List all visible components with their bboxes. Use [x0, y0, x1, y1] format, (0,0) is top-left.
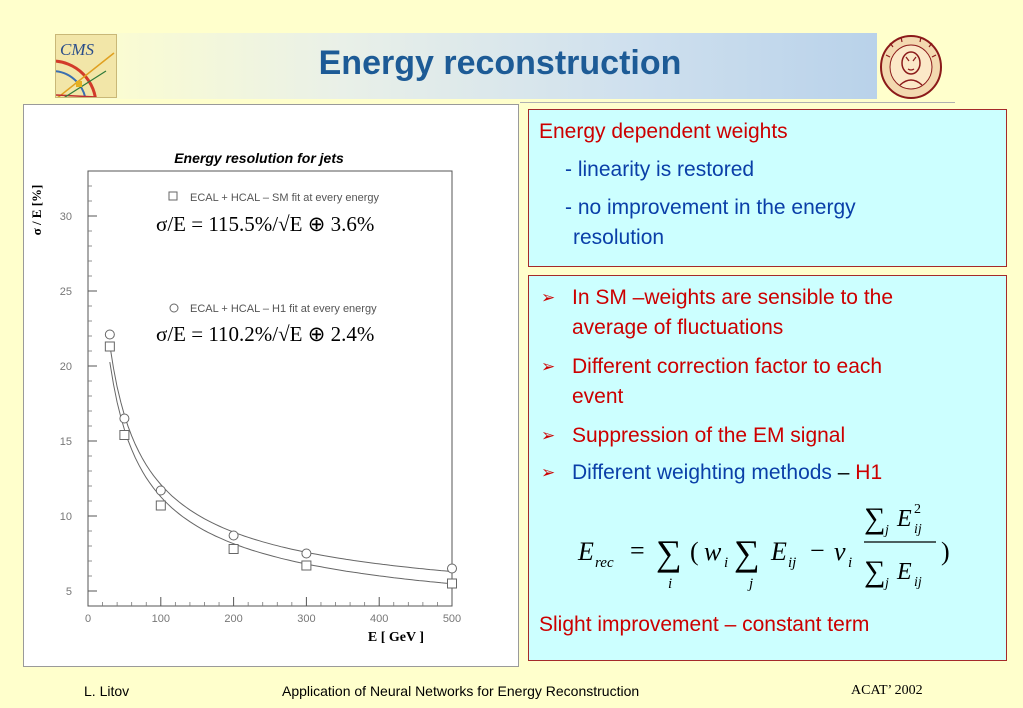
formula-num-sub: ij: [914, 522, 922, 537]
weighting-formula: E rec = ∑ i ( w i ∑ j E ij − v i ∑ j E 2…: [577, 502, 950, 592]
formula-eij-sub: ij: [788, 555, 796, 571]
data-point-h1: [155, 485, 166, 496]
box1-heading: Energy dependent weights: [539, 120, 788, 143]
x-axis-label: E [ GeV ]: [368, 630, 424, 645]
bullet-correction-line2: event: [572, 385, 624, 408]
bullet-arrow-icon: ➢: [541, 463, 556, 482]
fit-curve: [109, 345, 453, 573]
formula-minus: −: [810, 536, 825, 565]
footer-conference: ACAT’ 2002: [851, 683, 923, 698]
x-tick-label: 200: [224, 613, 242, 625]
data-point-sm: [119, 430, 130, 440]
legend-h1-formula: σ/E = 110.2%/√E ⊕ 2.4%: [156, 322, 374, 346]
formula-eij: E: [770, 537, 787, 566]
formula-num-e: E: [896, 506, 912, 532]
data-point-sm: [301, 560, 312, 571]
plot-panel: Energy resolution for jets σ / E [%] E […: [23, 104, 519, 667]
data-point-sm: [447, 578, 457, 589]
formula-index-j: j: [747, 576, 753, 592]
weighting-methods-h1: H1: [855, 461, 883, 484]
legend-sm-label: ECAL + HCAL – SM fit at every energy: [190, 192, 380, 204]
page-title: Energy reconstruction: [318, 44, 682, 82]
conclusion-text: Slight improvement – constant term: [539, 613, 870, 636]
formula-w-sub: i: [724, 555, 728, 571]
formula-num-sum: ∑: [864, 502, 885, 535]
footer-author: L. Litov: [84, 683, 130, 699]
plot-title: Energy resolution for jets: [174, 150, 344, 166]
data-point-sm: [104, 341, 115, 352]
formula-w: w: [704, 537, 722, 566]
formula-v: v: [834, 537, 846, 566]
legend-circle-marker: [169, 303, 179, 313]
formula-num-sum-sub: j: [883, 523, 889, 538]
weights-details-box: ➢ In SM –weights are sensible to the ave…: [528, 275, 1007, 661]
y-tick-label: 20: [60, 361, 72, 373]
formula-sum-j: ∑: [734, 533, 760, 573]
x-tick-label: 400: [370, 613, 388, 625]
formula-num-sup: 2: [914, 502, 921, 517]
formula-den-sub: ij: [914, 575, 922, 590]
y-axis-label: σ / E [%]: [29, 185, 44, 236]
data-point-h1: [447, 563, 457, 574]
x-tick-label: 300: [297, 613, 315, 625]
formula-index-i: i: [668, 576, 672, 592]
weights-info-box: Energy dependent weights - linearity is …: [528, 109, 1007, 267]
formula-sum-i: ∑: [656, 533, 682, 573]
title-band: [55, 33, 877, 99]
bullet-correction-line1: Different correction factor to each: [572, 355, 883, 378]
fit-curve: [109, 362, 453, 585]
y-tick-label: 30: [60, 211, 72, 223]
cms-logo: CMS: [55, 34, 117, 98]
box1-item-resolution-line1: - no improvement in the energy: [565, 196, 856, 219]
box1-item-resolution-line2: resolution: [573, 226, 665, 249]
cms-logo-text: CMS: [60, 40, 95, 59]
data-point-h1: [119, 413, 130, 424]
x-tick-label: 500: [443, 613, 461, 625]
bullet-arrow-icon: ➢: [541, 357, 556, 376]
bullet-arrow-icon: ➢: [541, 288, 556, 307]
data-point-h1: [228, 530, 239, 541]
bullet-sm-weights-line2: average of fluctuations: [572, 316, 784, 339]
y-tick-label: 5: [66, 586, 72, 598]
formula-open-paren: (: [690, 537, 699, 566]
data-point-sm: [228, 544, 239, 554]
bullet-arrow-icon: ➢: [541, 426, 556, 445]
plot-frame: [87, 170, 453, 607]
x-tick-label: 100: [152, 613, 170, 625]
data-point-h1: [104, 329, 115, 340]
weighting-methods-dash: –: [831, 461, 856, 484]
box1-item-linearity: - linearity is restored: [565, 158, 755, 181]
data-point-h1: [301, 548, 312, 559]
formula-rec: rec: [595, 555, 614, 571]
footer-talk-title: Application of Neural Networks for Energ…: [282, 683, 640, 699]
y-tick-label: 15: [60, 436, 72, 448]
weighting-methods-text: Different weighting methods: [572, 461, 832, 484]
legend-sm-formula: σ/E = 115.5%/√E ⊕ 3.6%: [156, 212, 374, 236]
formula-den-sum-sub: j: [883, 576, 889, 591]
x-tick-label: 0: [85, 613, 91, 625]
formula-e: E: [577, 537, 594, 566]
data-point-sm: [155, 500, 166, 511]
formula-v-sub: i: [848, 555, 852, 571]
legend-square-marker: [168, 191, 178, 201]
university-seal-logo: [876, 33, 946, 101]
formula-close-paren: ): [941, 537, 950, 566]
legend-h1-label: ECAL + HCAL – H1 fit at every energy: [190, 303, 377, 315]
resolution-plot: Energy resolution for jets σ / E [%] E […: [29, 150, 461, 645]
formula-den-sum: ∑: [864, 555, 885, 588]
y-tick-label: 10: [60, 511, 72, 523]
bullet-em-suppression: Suppression of the EM signal: [572, 424, 846, 447]
header-rule: [520, 102, 955, 103]
bullet-weighting-methods: Different weighting methods – H1: [572, 458, 882, 488]
y-tick-label: 25: [60, 286, 72, 298]
formula-equals: =: [630, 536, 645, 565]
formula-den-e: E: [896, 559, 912, 585]
bullet-sm-weights-line1: In SM –weights are sensible to the: [572, 286, 894, 309]
